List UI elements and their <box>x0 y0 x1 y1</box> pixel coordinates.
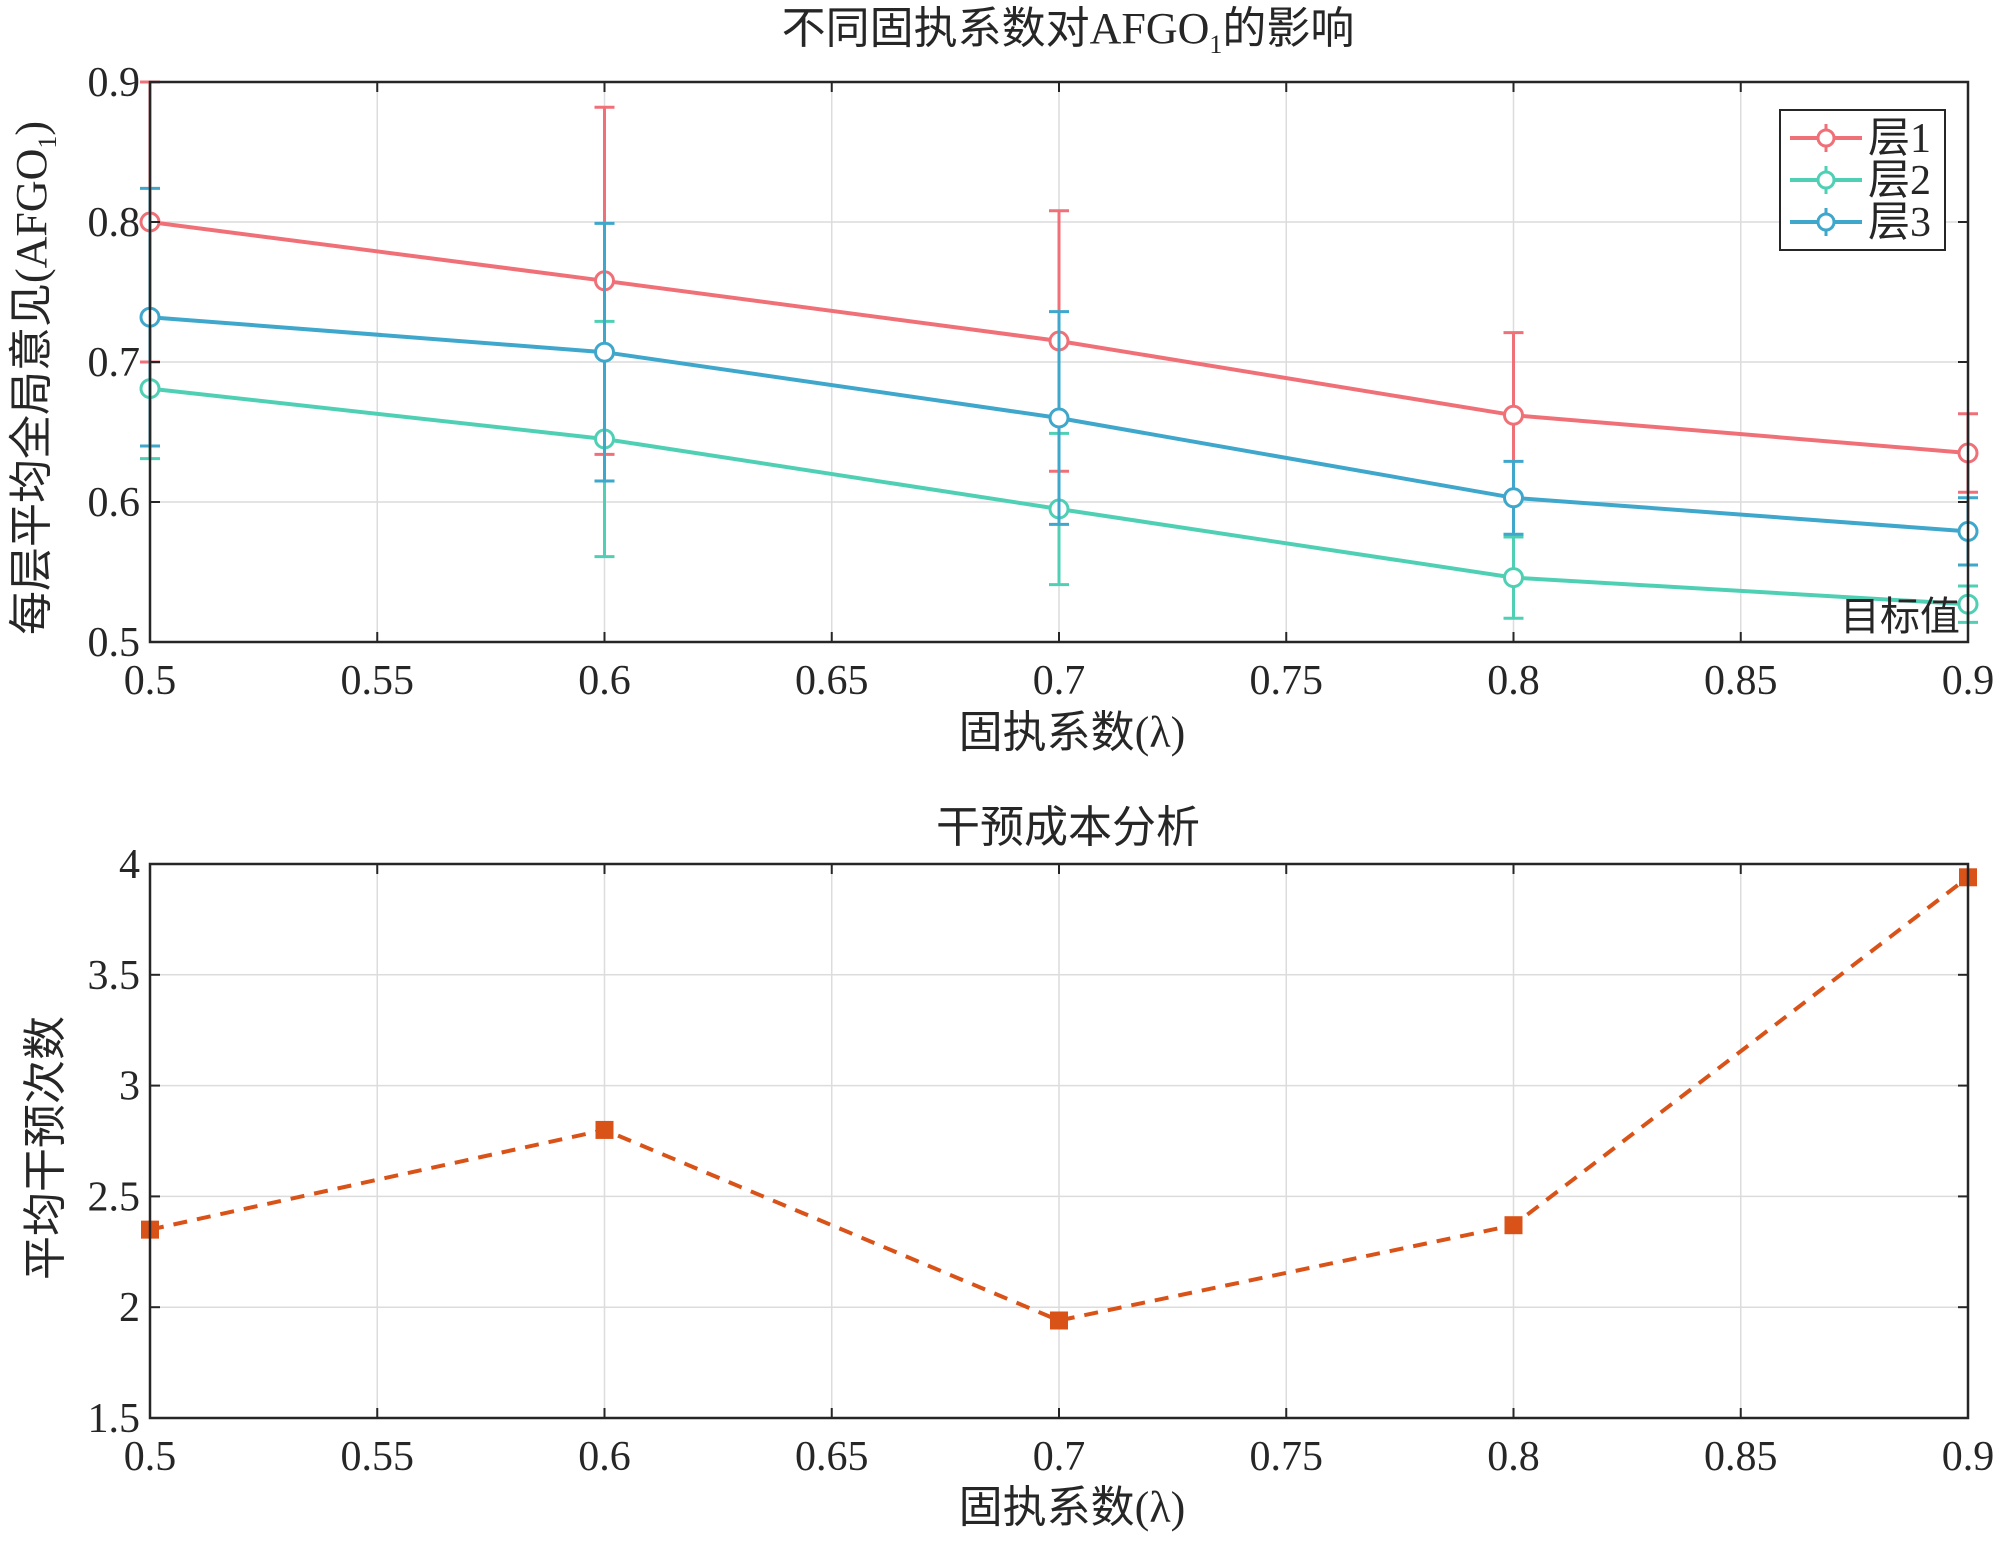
chart-title: 不同固执系数对AFGO1的影响 <box>782 4 1355 59</box>
x-tick-label: 0.85 <box>1704 1434 1778 1480</box>
target-value-annotation: 目标值 <box>1840 594 1960 639</box>
data-point <box>595 1120 614 1139</box>
y-axis-label: 每层平均全局意见(AFGO1) <box>7 121 62 635</box>
x-tick-label: 0.55 <box>341 658 415 704</box>
axes-box <box>148 80 1970 644</box>
x-tick-label: 0.9 <box>1942 1434 1995 1480</box>
data-point <box>1503 487 1524 509</box>
legend-swatch-marker <box>1816 212 1836 232</box>
x-tick-label: 0.7 <box>1033 658 1086 704</box>
y-tick-label: 0.6 <box>88 480 141 526</box>
chart-title: 干预成本分析 <box>936 803 1200 852</box>
x-tick-label: 0.85 <box>1704 658 1778 704</box>
legend-swatch-marker <box>1816 128 1836 148</box>
axes <box>148 80 1970 644</box>
data-point <box>1504 1216 1523 1235</box>
series-line <box>149 875 1970 1323</box>
x-tick-label: 0.65 <box>795 1434 869 1480</box>
data-point <box>1050 1311 1068 1330</box>
y-tick-label: 0.5 <box>88 620 141 666</box>
legend-label: 层2 <box>1868 158 1931 204</box>
data-point <box>1503 567 1524 589</box>
y-tick-label: 3 <box>119 1064 140 1110</box>
y-tick-label: 1.5 <box>88 1396 141 1442</box>
axes-box <box>148 862 1970 1420</box>
series-3 <box>139 186 1979 567</box>
legend-label: 层1 <box>1868 116 1931 162</box>
y-tick-label: 2.5 <box>88 1174 141 1220</box>
x-tick-label: 0.6 <box>578 1434 631 1480</box>
grid <box>149 863 1969 1419</box>
x-tick-label: 0.75 <box>1250 1434 1324 1480</box>
x-tick-label: 0.7 <box>1033 1434 1086 1480</box>
x-tick-label: 0.75 <box>1250 658 1324 704</box>
legend-swatch-marker <box>1816 170 1836 190</box>
axes <box>148 862 1970 1420</box>
y-tick-label: 4 <box>119 842 140 888</box>
intervention-cost-chart: 干预成本分析 0.5 0.55 0.6 0.65 0.7 0.75 0.8 0.85 0.9 1… <box>21 803 1994 1532</box>
x-tick-label: 0.9 <box>1942 658 1995 704</box>
x-tick-label: 0.6 <box>578 658 631 704</box>
legend-label: 层3 <box>1868 200 1931 246</box>
y-axis-label: 平均干预次数 <box>21 1016 70 1280</box>
x-tick-label: 0.55 <box>341 1434 415 1480</box>
y-tick-label: 0.9 <box>88 60 141 106</box>
x-tick-label: 0.5 <box>124 658 177 704</box>
y-tick-label: 0.7 <box>88 340 141 386</box>
x-tick-label: 0.65 <box>795 658 869 704</box>
x-tick-label: 0.5 <box>124 1434 177 1480</box>
y-tick-label: 0.8 <box>88 200 141 246</box>
y-tick-label: 2 <box>119 1285 140 1331</box>
x-axis-label: 固执系数(λ) <box>959 708 1186 757</box>
y-tick-labels: 0.5 0.6 0.7 0.8 0.9 <box>88 60 141 666</box>
data-point <box>1503 404 1524 426</box>
x-tick-label: 0.8 <box>1487 1434 1540 1480</box>
x-tick-labels: 0.5 0.55 0.6 0.65 0.7 0.75 0.8 0.85 0.9 <box>124 658 1995 704</box>
data-point <box>594 341 615 363</box>
y-tick-labels: 1.5 2 2.5 3 3.5 4 <box>88 842 141 1442</box>
x-tick-labels: 0.5 0.55 0.6 0.65 0.7 0.75 0.8 0.85 0.9 <box>124 1434 1995 1480</box>
data-point <box>1048 407 1070 429</box>
x-tick-label: 0.8 <box>1487 658 1540 704</box>
y-tick-label: 3.5 <box>88 953 141 999</box>
afgo-chart: 不同固执系数对AFGO1的影响 0.5 0.55 0.6 0.65 0.7 0.75 0.8… <box>7 4 1994 757</box>
x-axis-label: 固执系数(λ) <box>959 1483 1186 1532</box>
